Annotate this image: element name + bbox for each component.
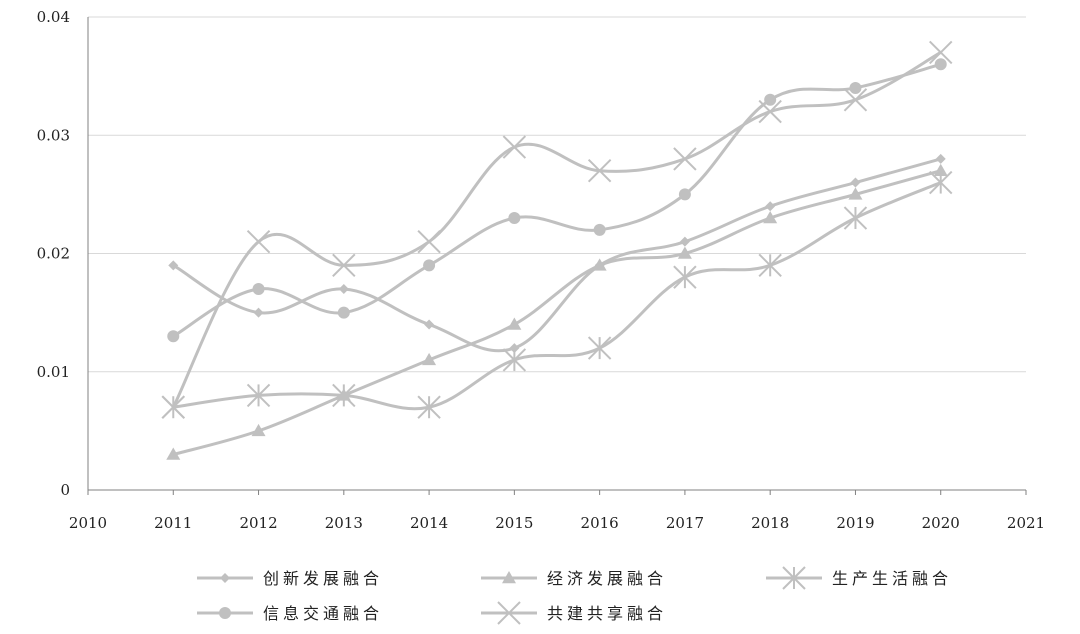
data-point [929,40,953,65]
legend-item: 经济发展融合 [481,569,667,588]
data-point [332,383,356,408]
data-point [933,163,948,176]
legend-label: 生产生活融合 [832,569,952,588]
series-5 [161,40,953,419]
data-point [423,259,436,272]
x-tick-label: 2011 [154,514,192,532]
data-point [673,147,697,171]
data-point [679,236,690,247]
data-point [424,319,435,330]
data-point [593,223,606,236]
data-point [758,253,782,278]
data-point [678,188,691,201]
x-tick-label: 2021 [1007,514,1045,532]
data-point [502,348,527,372]
series-group [161,40,953,460]
series-line [173,181,942,411]
data-point [849,81,862,94]
data-point [929,170,953,195]
x-tick-label: 2017 [666,514,704,532]
data-point [417,395,441,419]
data-point [764,93,777,106]
legend-marker [782,566,806,590]
y-tick-label: 0.04 [37,8,70,26]
series-line [171,51,942,408]
legend-marker [497,601,521,625]
data-point [592,258,607,271]
data-point [167,330,180,343]
data-point [673,265,697,289]
data-point [507,317,522,330]
data-point [166,447,181,460]
y-tick-label: 0.03 [37,126,70,144]
x-tick-label: 2016 [581,514,619,532]
data-point [246,229,271,254]
grid-lines [88,16,1026,373]
data-point [161,395,185,419]
x-tick-label: 2019 [836,514,874,532]
data-point [587,159,612,183]
data-point [246,383,271,408]
data-point [763,211,778,224]
legend-label: 信息交通融合 [263,604,383,623]
data-point [253,307,264,318]
axes: 0 0.01 0.02 0.03 0.04 2010 2011 2012 2013 2014 201… [37,8,1046,532]
x-tick-label: 2010 [69,514,107,532]
data-point [422,352,437,366]
series-line [172,62,942,338]
data-point [934,58,947,71]
series-line [172,157,942,353]
legend-marker [502,571,516,584]
legend-label: 创新发展融合 [263,569,383,588]
x-tick-label: 2015 [495,514,533,532]
data-point [843,88,868,112]
data-point [417,229,441,254]
legend-item: 信息交通融合 [197,604,383,623]
data-point [935,153,946,164]
series-3 [161,170,953,419]
x-tick-label: 2014 [410,514,448,532]
series-line [172,169,942,456]
x-tick-label: 2013 [325,514,363,532]
data-point [758,99,782,124]
data-point [587,336,612,360]
data-point [508,212,521,225]
x-tick-label: 2012 [239,514,277,532]
data-point [168,260,179,271]
legend-marker [219,607,231,619]
x-tick-label: 2018 [751,514,789,532]
data-point [509,343,520,354]
data-point [337,306,350,319]
data-point [850,177,861,188]
legend-marker [220,573,230,583]
y-tick-label: 0.01 [37,363,70,381]
legend-item: 生产生活融合 [766,566,952,590]
data-point [765,201,776,212]
data-point [252,282,265,295]
y-tick-label: 0 [60,481,70,499]
data-point [332,253,356,278]
data-point [677,246,692,259]
data-point [848,187,863,200]
y-tick-label: 0.02 [37,245,70,263]
legend-label: 经济发展融合 [547,569,667,588]
x-tick-label: 2020 [922,514,960,532]
legend-item: 共建共享融合 [481,601,667,625]
data-point [338,283,349,294]
legend-label: 共建共享融合 [547,604,667,623]
data-point [502,135,527,159]
series-4 [167,58,947,343]
data-point [843,206,868,230]
series-1 [168,153,946,354]
legend-item: 创新发展融合 [197,569,383,588]
data-point [251,423,266,437]
